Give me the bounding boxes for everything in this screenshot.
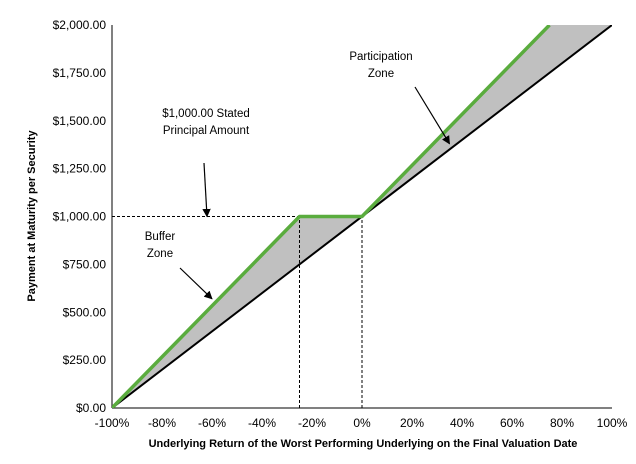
x-tick-label: 100% (597, 416, 628, 430)
participation-zone-label-line-1: Participation (349, 51, 412, 63)
participation-zone-label-arrow (414, 86, 451, 145)
buffer-zone-label-line-1: Buffer (145, 231, 176, 243)
x-tick-label: 40% (450, 416, 474, 430)
buffer-zone-label: Buffer Zone (145, 231, 213, 300)
stated-principal-label-line-1: $1,000.00 Stated (162, 108, 250, 120)
y-tick-label: $1,000.00 (53, 210, 107, 224)
y-tick-labels: $0.00 $250.00 $500.00 $750.00 $1,000.00 $1,25… (53, 18, 107, 415)
annotations: Participation Zone $1,000.00 Stated Princip… (145, 51, 451, 300)
buffer-zone-label-arrow (179, 267, 213, 300)
x-tick-label: 0% (353, 416, 371, 430)
x-tick-label: -20% (298, 416, 326, 430)
participation-zone-label-line-2: Zone (368, 68, 394, 80)
stated-principal-label-arrow (202, 162, 211, 218)
y-tick-label: $2,000.00 (53, 18, 107, 32)
security-payoff-line (112, 25, 551, 408)
y-tick-label: $1,500.00 (53, 114, 107, 128)
y-tick-label: $0.00 (76, 401, 106, 415)
x-tick-label: 80% (550, 416, 574, 430)
x-axis-title: Underlying Return of the Worst Performin… (149, 438, 578, 450)
y-tick-label: $500.00 (63, 305, 107, 319)
participation-zone-fill (362, 25, 612, 217)
reference-lines (112, 216, 363, 408)
x-tick-labels: -100% -80% -60% -40% -20% 0% 20% 40% 60% 80% 100% (95, 416, 628, 430)
participation-zone-label: Participation Zone (349, 51, 451, 145)
x-tick-label: -60% (198, 416, 226, 430)
axes (111, 25, 612, 409)
y-axis-title: Payment at Maturity per Security (26, 130, 38, 302)
x-tick-label: 60% (500, 416, 524, 430)
series-layer (112, 25, 612, 408)
stated-principal-label-line-2: Principal Amount (163, 125, 250, 137)
buffer-zone-label-line-2: Zone (147, 248, 173, 260)
y-tick-label: $1,750.00 (53, 66, 107, 80)
x-tick-label: -80% (148, 416, 176, 430)
x-tick-label: -40% (248, 416, 276, 430)
x-tick-label: -100% (95, 416, 130, 430)
y-tick-label: $750.00 (63, 257, 107, 271)
y-tick-label: $1,250.00 (53, 162, 107, 176)
y-tick-label: $250.00 (63, 353, 107, 367)
x-tick-label: 20% (400, 416, 424, 430)
stated-principal-label: $1,000.00 Stated Principal Amount (162, 108, 250, 218)
